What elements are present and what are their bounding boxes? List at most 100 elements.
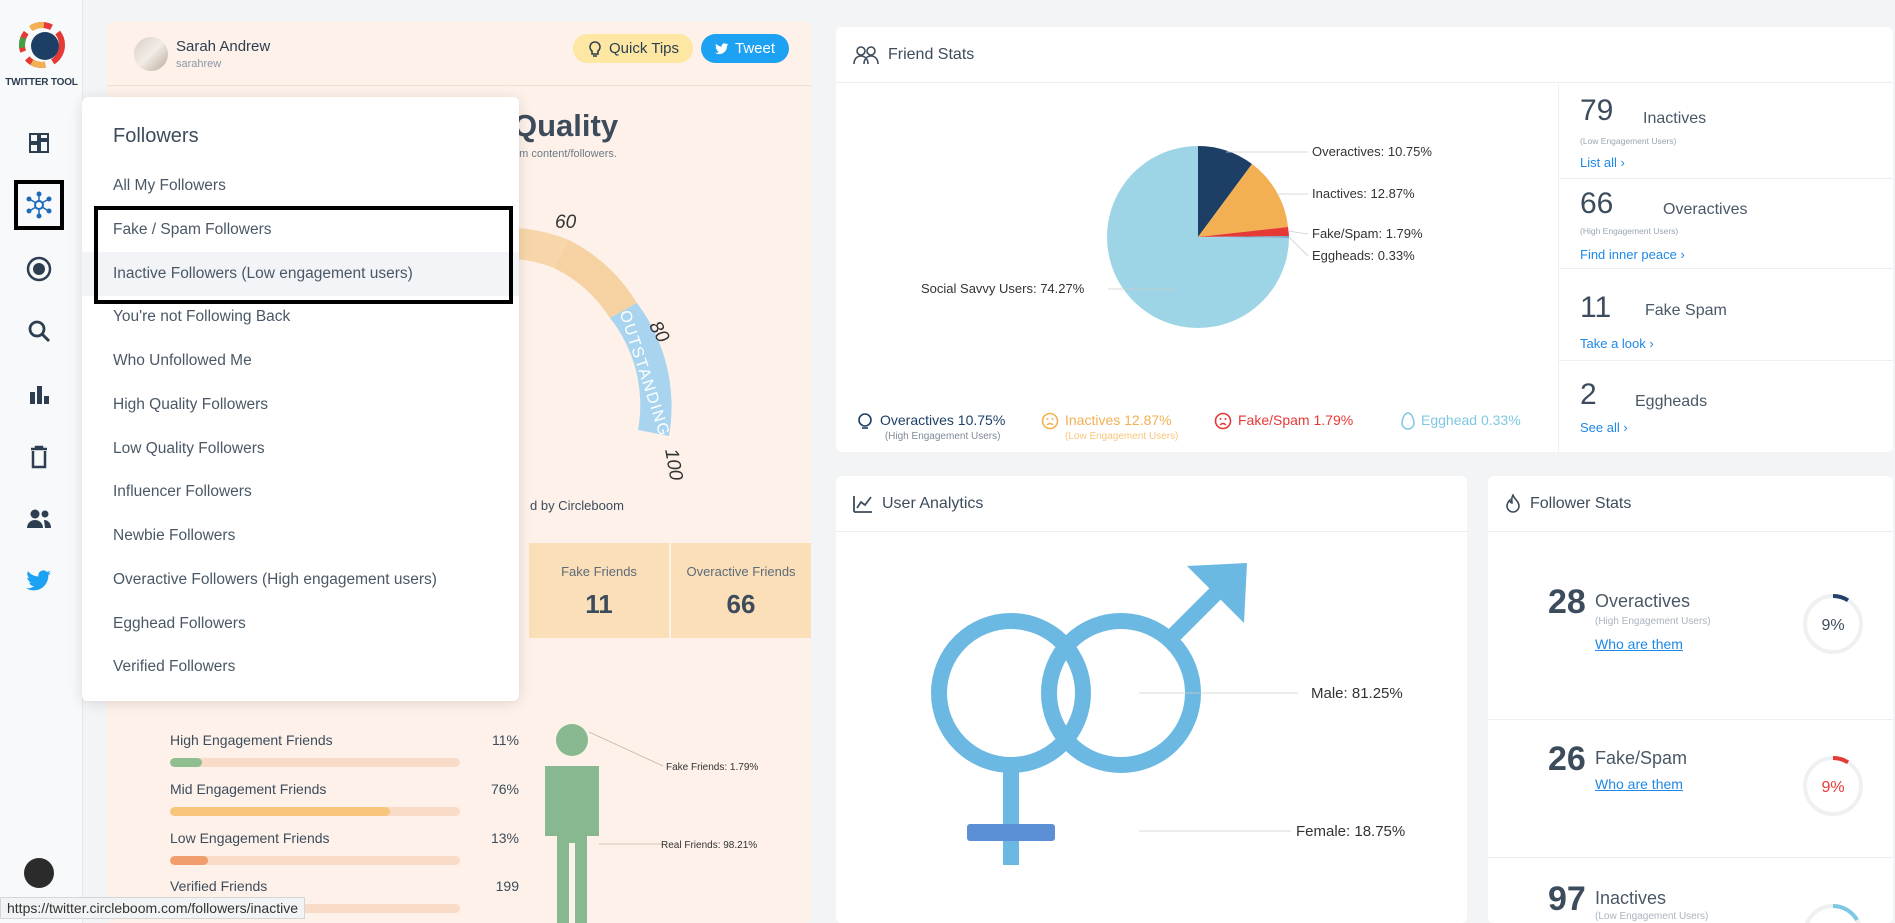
- nav-users-icon[interactable]: [17, 497, 61, 541]
- engagement-value-high: 11%: [492, 732, 519, 748]
- nav-network-icon[interactable]: [14, 180, 64, 230]
- app-logo[interactable]: TWITTER TOOL: [0, 22, 83, 88]
- twitter-bird-icon: [715, 42, 729, 54]
- fol-link-who-are-them[interactable]: Who are them: [1595, 636, 1683, 652]
- menu-item-egghead[interactable]: Egghead Followers: [113, 615, 246, 632]
- menu-item-unfollowed[interactable]: Who Unfollowed Me: [113, 352, 252, 369]
- fol-link-who-are-them[interactable]: Who are them: [1595, 776, 1683, 792]
- male-symbol-arrow-line: [1160, 579, 1230, 649]
- fs-row-overactives: 66 Overactives (High Engagement Users) F…: [1558, 179, 1893, 269]
- human-figure-chart: Fake Friends: 1.79% Real Friends: 98.21%: [545, 724, 758, 923]
- fol-sub: (Low Engagement Users): [1595, 911, 1709, 922]
- engagement-value-verified: 199: [495, 878, 519, 894]
- menu-item-influencer[interactable]: Influencer Followers: [113, 483, 252, 500]
- tweet-label: Tweet: [735, 40, 776, 57]
- follower-stats-header: Follower Stats: [1488, 476, 1893, 532]
- user-handle: sarahrew: [176, 57, 222, 70]
- user-bar: Sarah Andrew sarahrew Quick Tips Tweet: [107, 22, 811, 86]
- menu-item-inactive[interactable]: Inactive Followers (Low engagement users…: [82, 252, 519, 296]
- ring-arc-overactives: [1803, 594, 1863, 654]
- pie-label-inactives: Inactives: 12.87%: [1312, 186, 1415, 201]
- male-symbol-arrow-head: [1187, 563, 1247, 623]
- overactive-friends-label: Overactive Friends: [686, 564, 796, 579]
- logo-icon: [18, 22, 65, 68]
- pie-label-fake: Fake/Spam: 1.79%: [1312, 226, 1423, 241]
- account-avatar[interactable]: [24, 858, 54, 888]
- friend-stats-card: Friend Stats Overactives: 10.75% Inactiv…: [836, 27, 1893, 452]
- fs-num: 79: [1580, 94, 1614, 127]
- legend-egghead: Egghead 0.33%: [1401, 412, 1521, 430]
- fol-num: 28: [1548, 583, 1586, 621]
- flame-icon: [1506, 493, 1520, 513]
- menu-item-not-following-back[interactable]: You're not Following Back: [113, 308, 291, 325]
- nav-search-icon[interactable]: [17, 309, 61, 353]
- fs-link-see-all[interactable]: See all ›: [1580, 420, 1628, 435]
- fs-num: 11: [1580, 291, 1612, 324]
- engagement-bar-mid: [170, 807, 460, 816]
- fs-row-fake-spam: 11 Fake Spam Take a look ›: [1558, 269, 1893, 361]
- gauge-tick-60: 60: [555, 212, 577, 233]
- fake-friends-value: 11: [585, 589, 613, 619]
- fol-num: 26: [1548, 740, 1586, 778]
- legend-inactives: Inactives 12.87% (Low Engagement Users): [1041, 412, 1178, 442]
- quality-gauge: 60 80 100 OUTSTANDING: [517, 212, 686, 482]
- ring-pct: 9%: [1821, 779, 1844, 796]
- line-chart-icon: [853, 495, 872, 513]
- fs-link-find-inner-peace[interactable]: Find inner peace ›: [1580, 247, 1685, 262]
- gauge-tick-100: 100: [660, 447, 686, 482]
- user-analytics-header: User Analytics: [836, 476, 1467, 532]
- menu-item-fake-spam[interactable]: Fake / Spam Followers: [113, 221, 272, 238]
- menu-item-low-quality[interactable]: Low Quality Followers: [113, 440, 265, 457]
- overactive-friends-value: 66: [726, 589, 756, 619]
- engagement-fill-low: [170, 856, 208, 865]
- user-analytics-card: User Analytics Male: 81.25% Female: 18.7…: [836, 476, 1467, 923]
- human-body: [545, 766, 599, 923]
- female-symbol-bar: [967, 824, 1055, 841]
- pie-label-overactives: Overactives: 10.75%: [1312, 144, 1432, 159]
- powered-by: d by Circleboom: [530, 498, 624, 513]
- nav-circle-icon[interactable]: [17, 247, 61, 291]
- legend-overactives-sub: (High Engagement Users): [884, 431, 1001, 442]
- quick-tips-button[interactable]: Quick Tips: [573, 34, 694, 63]
- tweet-button[interactable]: Tweet: [701, 34, 790, 63]
- menu-item-high-quality[interactable]: High Quality Followers: [113, 396, 269, 413]
- menu-item-verified[interactable]: Verified Followers: [113, 658, 236, 675]
- fol-row-overactives: 28 Overactives (High Engagement Users) W…: [1488, 533, 1893, 720]
- user-avatar: [134, 36, 168, 71]
- engagement-value-mid: 76%: [490, 781, 519, 797]
- fs-link-take-a-look[interactable]: Take a look ›: [1580, 336, 1654, 351]
- fs-row-inactives: 79 Inactives (Low Engagement Users) List…: [1558, 84, 1893, 179]
- engagement-label-mid: Mid Engagement Friends: [170, 781, 327, 797]
- nav-analytics-icon[interactable]: [17, 372, 61, 416]
- menu-item-all[interactable]: All My Followers: [113, 177, 226, 194]
- friend-stats-title: Friend Stats: [888, 45, 975, 63]
- fs-label: Fake Spam: [1645, 302, 1727, 319]
- ring-arc-fake-spam: [1803, 756, 1863, 816]
- human-head: [556, 724, 588, 756]
- nav-twitter-icon[interactable]: [17, 559, 61, 603]
- lightbulb-icon: [589, 40, 601, 57]
- sad-face-icon: [1041, 412, 1059, 430]
- pie-fake: [1198, 227, 1289, 237]
- ring-pct: 9%: [1821, 617, 1844, 634]
- fs-num: 2: [1580, 378, 1597, 411]
- menu-item-overactive[interactable]: Overactive Followers (High engagement us…: [113, 571, 437, 588]
- quality-title: Quality: [513, 108, 619, 143]
- overactive-icon: [858, 413, 872, 429]
- menu-title: Followers: [113, 125, 199, 147]
- engagement-label-verified: Verified Friends: [170, 878, 268, 894]
- menu-item-newbie[interactable]: Newbie Followers: [113, 527, 236, 544]
- pie-social: [1107, 146, 1289, 328]
- nav-delete-icon[interactable]: [17, 435, 61, 479]
- pie-overactives: [1198, 146, 1252, 237]
- fol-row-inactives: 97 Inactives (Low Engagement Users): [1488, 858, 1893, 923]
- fs-label: Eggheads: [1635, 393, 1708, 410]
- nav-dashboard-icon[interactable]: [17, 121, 61, 165]
- fs-label: Inactives: [1643, 110, 1707, 127]
- fs-link-list-all[interactable]: List all ›: [1580, 155, 1625, 170]
- friend-stats-pie: Overactives: 10.75% Inactives: 12.87% Fa…: [921, 144, 1432, 328]
- overactive-friends-box: Overactive Friends 66: [671, 543, 811, 638]
- pie-inactives: [1198, 164, 1288, 237]
- legend-egghead-text: Egghead 0.33%: [1421, 412, 1521, 428]
- fol-sub: (High Engagement Users): [1595, 616, 1711, 627]
